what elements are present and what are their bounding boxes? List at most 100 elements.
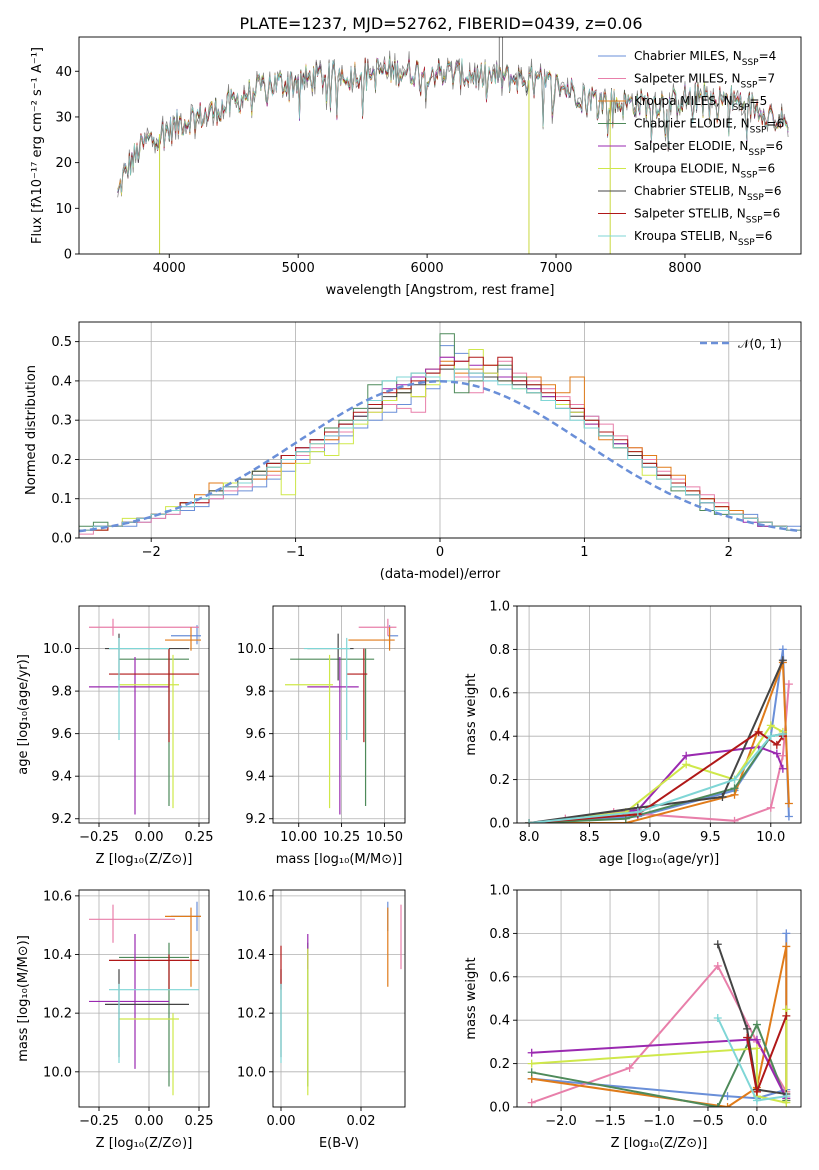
weight-point-marker bbox=[718, 792, 727, 801]
legend-label: 𝒩(0, 1) bbox=[738, 337, 782, 351]
age_vs_mass-xtick-label: 10.50 bbox=[366, 830, 403, 845]
mass_vs_Z-ytick-label: 10.0 bbox=[43, 1065, 72, 1080]
age_vs_Z-ylabel: age [log₁₀(age/yr)] bbox=[16, 654, 31, 775]
errorbar-group bbox=[285, 618, 399, 815]
weight-point-marker bbox=[752, 1035, 761, 1044]
residual_histogram-ytick-label: 0.2 bbox=[51, 453, 72, 468]
massweight_vs_age-xtick-label: 8.5 bbox=[579, 830, 600, 845]
residual_histogram-panel: −2 −1 0 1 2 0.0 0.1 0.2 0.3 0.4 0.5 (data-model)/er… bbox=[24, 321, 802, 582]
weight-point-marker bbox=[730, 816, 739, 823]
residual_histogram-xlabel: (data-model)/error bbox=[380, 567, 501, 582]
weight-point-marker bbox=[713, 1103, 722, 1107]
mass_vs_Z-ytick-label: 10.2 bbox=[43, 1007, 72, 1022]
residual_histogram-xtick-label: −2 bbox=[142, 545, 161, 560]
figure-title: PLATE=1237, MJD=52762, FIBERID=0439, z=0… bbox=[239, 14, 642, 33]
weight-point-marker bbox=[766, 732, 775, 741]
weight-point-marker bbox=[782, 929, 791, 938]
weight-point-marker bbox=[682, 760, 691, 769]
weight-series-line bbox=[531, 1021, 788, 1107]
mass_vs_Z-ylabel: mass [log₁₀(M/M⊙)] bbox=[16, 935, 31, 1062]
massweight_vs_age-ytick-label: 0.6 bbox=[489, 686, 510, 701]
weight-point-marker bbox=[743, 1024, 752, 1033]
residual_histogram-ytick-label: 0.4 bbox=[51, 374, 72, 389]
weight-point-marker bbox=[730, 784, 739, 793]
weight-point-marker bbox=[784, 799, 793, 808]
weight-point-marker bbox=[527, 1098, 536, 1107]
line-group bbox=[527, 929, 791, 1107]
weight-point-marker bbox=[784, 680, 793, 689]
spectrum-ylabel: Flux [fλ10⁻¹⁷ erg cm⁻² s⁻¹ A⁻¹] bbox=[30, 47, 45, 244]
weight-series-line bbox=[531, 1038, 788, 1099]
massweight_vs_Z-frame bbox=[516, 889, 802, 1108]
massweight_vs_age-frame bbox=[516, 605, 802, 824]
weight-point-marker bbox=[682, 751, 691, 760]
massweight_vs_Z-ytick-label: 1.0 bbox=[489, 884, 510, 899]
age_vs_mass-ytick-label: 9.4 bbox=[245, 770, 266, 785]
massweight_vs_Z-ytick-label: 0.4 bbox=[489, 1014, 510, 1029]
weight-point-marker bbox=[766, 721, 775, 730]
massweight_vs_age-xtick-label: 9.5 bbox=[700, 830, 721, 845]
massweight_vs_Z-ytick-label: 0.6 bbox=[489, 970, 510, 985]
age_vs_Z-frame bbox=[78, 605, 210, 824]
massweight_vs_Z-xtick-label: −0.5 bbox=[692, 1114, 724, 1129]
spectrum-ytick-label: 40 bbox=[55, 65, 72, 80]
residual_histogram-xtick-label: 2 bbox=[725, 545, 733, 560]
age_vs_mass-xlabel: mass [log₁₀(M/M⊙)] bbox=[276, 852, 403, 867]
weight-point-marker bbox=[772, 749, 781, 758]
weight-point-marker bbox=[752, 1087, 761, 1096]
mass_vs_ebv-frame bbox=[272, 889, 406, 1108]
age_vs_mass-xtick-label: 10.00 bbox=[280, 830, 317, 845]
massweight_vs_age-xtick-label: 8.0 bbox=[519, 830, 540, 845]
mass_vs_ebv-xtick-label: 0.00 bbox=[267, 1114, 296, 1129]
residual_histogram-ytick-label: 0.5 bbox=[51, 335, 72, 350]
weight-series-line bbox=[528, 724, 784, 823]
spectrum-ytick-label: 30 bbox=[55, 110, 72, 125]
residual_histogram-ylabel: Normed distribution bbox=[24, 365, 39, 495]
weight-point-marker bbox=[633, 808, 642, 817]
massweight_vs_age-ytick-label: 0.4 bbox=[489, 730, 510, 745]
massweight_vs_Z-ytick-label: 0.2 bbox=[489, 1057, 510, 1072]
mass_vs_Z-frame bbox=[78, 889, 210, 1108]
weight-point-marker bbox=[723, 1092, 732, 1101]
massweight_vs_age-ytick-label: 0.0 bbox=[489, 817, 510, 832]
weight-point-marker bbox=[527, 1059, 536, 1068]
mass_vs_ebv-ytick-label: 10.6 bbox=[237, 889, 266, 904]
normal-curve bbox=[79, 380, 801, 533]
errorbar-group bbox=[89, 618, 201, 815]
mass_vs_ebv-ytick-label: 10.4 bbox=[237, 948, 266, 963]
weight-point-marker bbox=[752, 1044, 761, 1053]
weight-point-marker bbox=[713, 1014, 722, 1023]
mass_vs_ebv-ytick-label: 10.2 bbox=[237, 1007, 266, 1022]
age_vs_Z-xtick-label: 0.25 bbox=[185, 830, 214, 845]
weight-point-marker bbox=[713, 961, 722, 970]
massweight_vs_Z-xlabel: Z [log₁₀(Z/Z⊙)] bbox=[611, 1136, 708, 1151]
spectrum-frame bbox=[78, 36, 802, 255]
massweight_vs_Z-ytick-label: 0.0 bbox=[489, 1101, 510, 1116]
weight-point-marker bbox=[713, 940, 722, 949]
weight-point-marker bbox=[778, 730, 787, 739]
errorbar-group bbox=[280, 901, 402, 1096]
massweight_vs_age-ytick-label: 1.0 bbox=[489, 600, 510, 615]
weight-point-marker bbox=[527, 1068, 536, 1077]
panels: 4000 5000 6000 7000 8000010203040wavelength … bbox=[16, 36, 802, 1151]
massweight_vs_Z-panel: −2.0 −1.5 −1.0 −0.5 0.0 0.0 0.2 0.4 0.6 0.8 1.0 Z [… bbox=[464, 884, 802, 1151]
weight-point-marker bbox=[782, 942, 791, 951]
weight-point-marker bbox=[778, 764, 787, 773]
mass_vs_Z-xlabel: Z [log₁₀(Z/Z⊙)] bbox=[96, 1136, 193, 1151]
age_vs_mass-xtick-label: 10.25 bbox=[323, 830, 360, 845]
weight-point-marker bbox=[766, 803, 775, 812]
massweight_vs_Z-xtick-label: −1.5 bbox=[594, 1114, 626, 1129]
weight-point-marker bbox=[778, 656, 787, 665]
spectrum-ytick-label: 0 bbox=[64, 248, 72, 263]
massweight_vs_age-xtick-label: 9.0 bbox=[640, 830, 661, 845]
mass_vs_Z-ytick-label: 10.6 bbox=[43, 889, 72, 904]
age_vs_mass-panel: 10.00 10.25 10.50 9.2 9.4 9.6 9.8 10.0 mass [log… bbox=[237, 605, 406, 867]
age_vs_Z-ytick-label: 9.8 bbox=[51, 685, 72, 700]
spectrum-lines bbox=[117, 37, 789, 254]
weight-point-marker bbox=[772, 740, 781, 749]
massweight_vs_age-ytick-label: 0.8 bbox=[489, 643, 510, 658]
weight-point-marker bbox=[723, 1103, 732, 1107]
mass_vs_Z-xtick-label: −0.25 bbox=[79, 1114, 119, 1129]
weight-point-marker bbox=[784, 812, 793, 821]
